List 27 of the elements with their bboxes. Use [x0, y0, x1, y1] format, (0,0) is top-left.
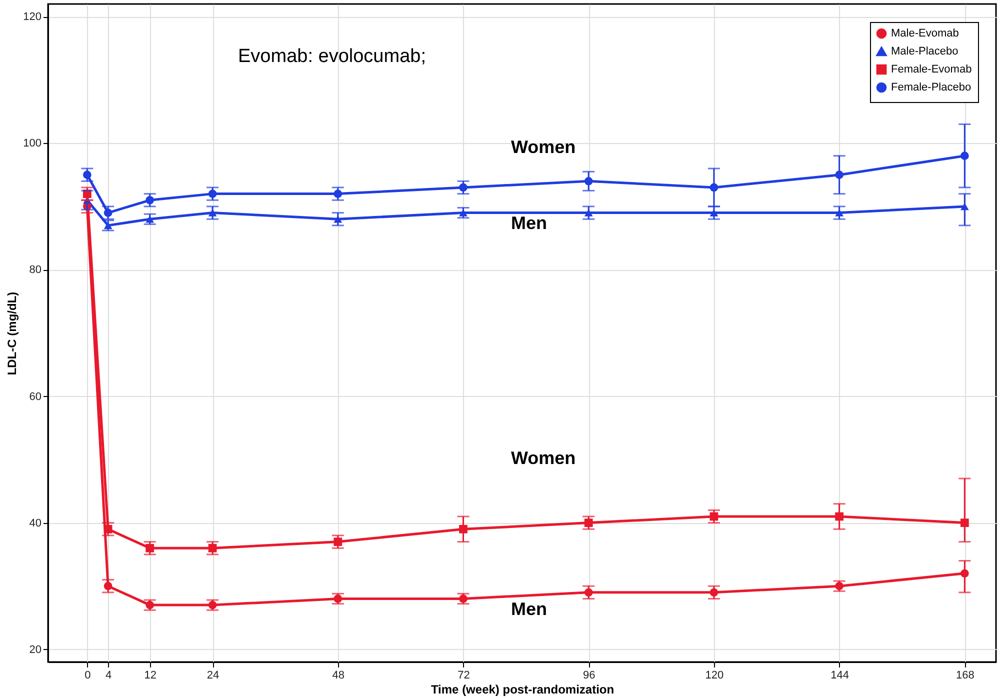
x-tick-label: 96: [582, 670, 596, 682]
annotation: Men: [511, 213, 547, 233]
y-tick-label: 100: [23, 138, 42, 150]
annotation: Evomab: evolocumab;: [238, 46, 426, 67]
annotation: Women: [511, 448, 576, 468]
legend-label: Female-Placebo: [891, 82, 972, 94]
annotation: Women: [511, 137, 576, 157]
y-tick-label: 20: [29, 644, 42, 656]
x-tick-label: 168: [956, 670, 974, 682]
y-tick-label: 60: [29, 390, 42, 403]
y-tick-label: 120: [23, 11, 42, 24]
legend-label: Female-Evomab: [891, 64, 972, 76]
x-tick-label: 72: [458, 670, 470, 682]
x-tick-label: 4: [106, 670, 112, 682]
x-tick-label: 48: [332, 670, 345, 682]
y-tick-label: 80: [29, 264, 42, 276]
x-tick-label: 144: [830, 670, 849, 682]
x-tick-label: 24: [206, 670, 220, 682]
y-tick-label: 40: [29, 517, 42, 530]
annotation: Men: [511, 599, 547, 619]
x-tick-label: 0: [84, 670, 91, 682]
legend-label: Male-Placebo: [891, 46, 958, 58]
x-tick-label: 120: [705, 670, 724, 682]
y-axis-title: LDL-C (mg/dL): [5, 292, 20, 376]
legend-label: Male-Evomab: [891, 28, 959, 40]
x-tick-label: 12: [144, 670, 156, 682]
x-axis-title: Time (week) post-randomization: [430, 682, 614, 696]
